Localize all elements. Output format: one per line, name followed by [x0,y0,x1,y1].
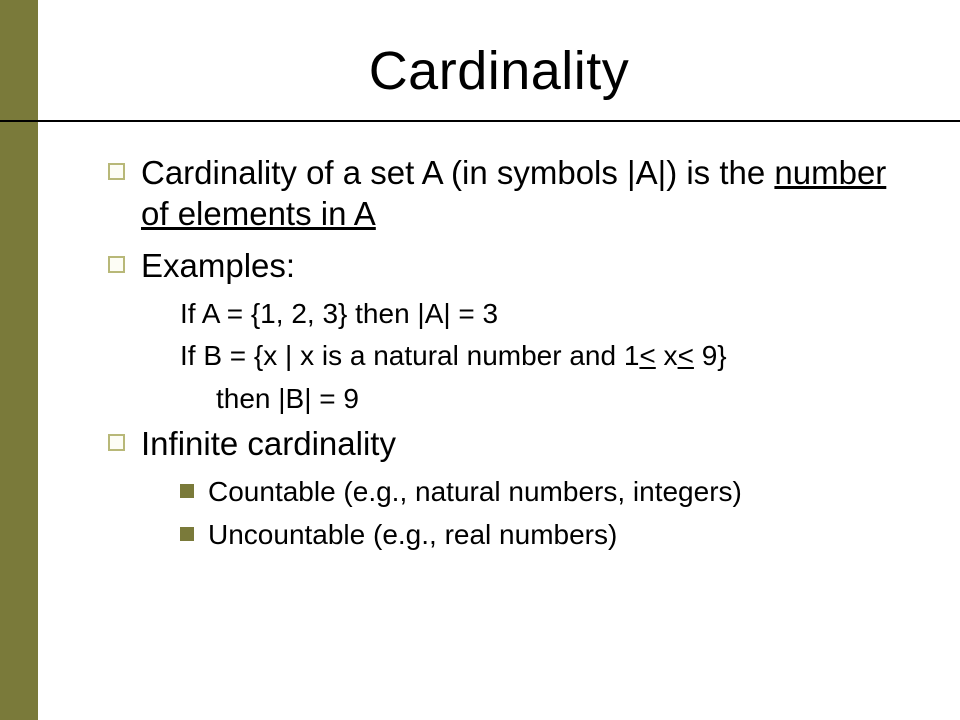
text-segment: Cardinality of a set A (in symbols |A|) … [141,154,774,191]
square-solid-icon [180,484,194,498]
sub-list-item: Countable (e.g., natural numbers, intege… [180,474,910,510]
square-outline-icon [108,256,125,273]
slide-body: Cardinality Cardinality of a set A (in s… [38,0,960,720]
slide-content: Cardinality of a set A (in symbols |A|) … [88,152,910,553]
list-item-text: Infinite cardinality [141,423,396,464]
list-item-text: Cardinality of a set A (in symbols |A|) … [141,152,910,235]
square-outline-icon [108,163,125,180]
sub-list-item-text: Countable (e.g., natural numbers, intege… [208,474,742,510]
example-line: then |B| = 9 [216,381,910,417]
square-outline-icon [108,434,125,451]
square-solid-icon [180,527,194,541]
title-divider [0,120,960,122]
list-item: Cardinality of a set A (in symbols |A|) … [108,152,910,235]
list-item: Infinite cardinality [108,423,910,464]
list-item-text: Examples: [141,245,295,286]
side-accent-bar [0,0,38,720]
sub-list-item-text: Uncountable (e.g., real numbers) [208,517,617,553]
list-item: Examples: [108,245,910,286]
example-line: If A = {1, 2, 3} then |A| = 3 [180,296,910,332]
slide-title: Cardinality [88,40,910,102]
example-line: If B = {x | x is a natural number and 1<… [180,338,910,374]
sub-list-item: Uncountable (e.g., real numbers) [180,517,910,553]
